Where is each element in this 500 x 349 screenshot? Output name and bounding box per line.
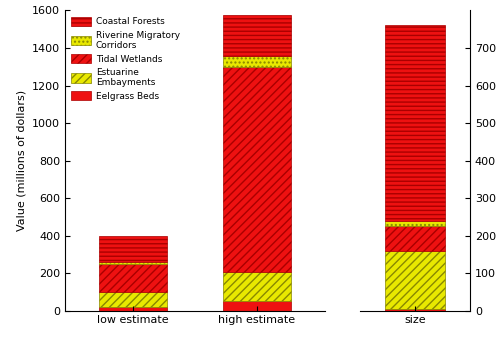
Bar [223, 15, 291, 57]
Bar [223, 272, 291, 301]
Bar [99, 292, 167, 307]
Bar [385, 309, 446, 311]
Bar [223, 301, 291, 311]
Bar [223, 67, 291, 272]
Bar [99, 236, 167, 262]
Bar [385, 226, 446, 251]
Legend: Coastal Forests, Riverine Migratory
Corridors, Tidal Wetlands, Estuarine
Embayme: Coastal Forests, Riverine Migratory Corr… [70, 15, 182, 103]
Bar [385, 25, 446, 221]
Bar [99, 262, 167, 264]
Bar [99, 264, 167, 292]
Bar [223, 57, 291, 67]
Bar [385, 251, 446, 309]
Bar [385, 221, 446, 226]
Bar [99, 307, 167, 311]
Y-axis label: Value (millions of dollars): Value (millions of dollars) [16, 90, 26, 231]
